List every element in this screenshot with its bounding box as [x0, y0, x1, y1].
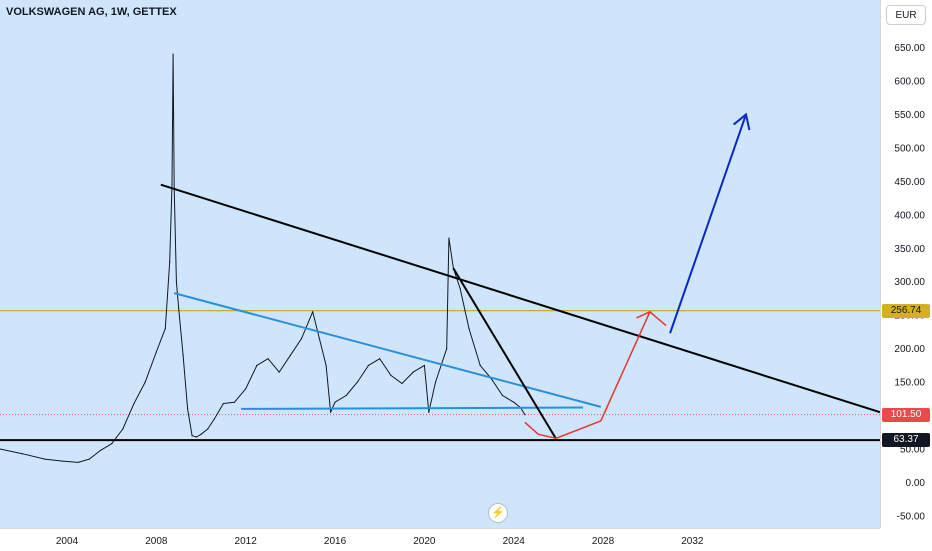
price-tick-label: 650.00: [894, 43, 925, 54]
price-point: [171, 184, 173, 186]
trendline-0[interactable]: [160, 183, 880, 414]
price-point: [191, 435, 193, 437]
price-point: [325, 364, 327, 366]
price-point: [367, 364, 370, 366]
projection-path-red[interactable]: [524, 311, 667, 440]
trendline-3[interactable]: [452, 267, 557, 440]
price-point: [318, 338, 320, 340]
price-point: [278, 371, 280, 373]
price-tick-label: 600.00: [894, 76, 925, 87]
time-tick-label: 2020: [413, 536, 436, 547]
price-point: [459, 287, 461, 290]
price-point: [172, 53, 174, 55]
price-point: [233, 401, 236, 403]
price-point: [390, 374, 392, 377]
price-axis[interactable]: 700.00650.00600.00550.00500.00450.00400.…: [880, 0, 932, 528]
price-point: [345, 394, 347, 397]
price-point: [178, 307, 180, 310]
price-point: [164, 327, 166, 330]
price-tick-label: 0.00: [906, 478, 926, 489]
price-point: [175, 281, 178, 283]
price-point: [21, 453, 23, 455]
price-tick-label: 200.00: [894, 344, 925, 355]
time-tick-label: 2032: [681, 536, 704, 547]
price-point: [88, 458, 90, 460]
price-label-badge: 101.50: [882, 407, 930, 422]
time-tick-label: 2016: [324, 536, 347, 547]
price-point: [412, 371, 414, 373]
price-label-badge: 256.74: [882, 303, 930, 318]
price-point: [61, 460, 64, 462]
price-tick-label: 400.00: [894, 210, 925, 221]
price-point: [524, 413, 526, 416]
tradingview-logo-icon[interactable]: ⚡: [488, 503, 508, 523]
price-point: [300, 338, 303, 340]
time-tick-label: 2008: [145, 536, 168, 547]
price-point: [329, 411, 332, 413]
chart-canvas[interactable]: [0, 0, 880, 528]
currency-button[interactable]: EUR: [886, 5, 926, 25]
chart-plot-area[interactable]: [0, 0, 880, 528]
price-tick-label: 550.00: [894, 110, 925, 121]
price-label-badge: 63.37: [882, 433, 930, 448]
price-tick-label: 300.00: [894, 277, 925, 288]
price-tick-label: 500.00: [894, 143, 925, 154]
price-point: [289, 354, 291, 356]
projection-arrow-blue[interactable]: [669, 114, 747, 334]
price-axis-canvas: 700.00650.00600.00550.00500.00450.00400.…: [894, 10, 926, 523]
price-point: [182, 354, 184, 356]
price-point: [200, 433, 202, 435]
price-series-line: [0, 53, 526, 463]
price-point: [169, 261, 171, 263]
chart-title: VOLKSWAGEN AG, 1W, GETTEX: [6, 6, 177, 18]
price-point: [44, 458, 46, 460]
price-point: [468, 327, 470, 330]
time-tick-label: 2024: [503, 536, 526, 547]
price-point: [334, 401, 336, 403]
price-point: [144, 381, 146, 383]
price-point: [245, 388, 247, 390]
price-point: [222, 402, 224, 405]
price-point: [379, 358, 381, 360]
price-tick-label: 350.00: [894, 244, 925, 255]
price-point: [428, 411, 430, 413]
price-point: [77, 461, 79, 464]
price-point: [155, 351, 157, 353]
price-point: [256, 364, 258, 366]
axis-corner: [880, 528, 932, 550]
price-point: [213, 418, 216, 420]
price-point: [479, 364, 481, 366]
price-point: [401, 382, 403, 385]
price-point: [446, 348, 448, 350]
price-tick-label: 50.00: [900, 445, 925, 456]
trendline-1[interactable]: [173, 292, 602, 408]
time-tick-label: 2004: [56, 536, 79, 547]
price-tick-label: 450.00: [894, 177, 925, 188]
price-point: [501, 394, 504, 397]
price-point: [195, 436, 198, 438]
price-point: [207, 428, 209, 430]
price-point: [434, 381, 437, 383]
arrow-head-icon: [732, 112, 751, 131]
price-point: [513, 401, 515, 403]
price-point: [448, 237, 450, 239]
price-point: [133, 402, 135, 405]
price-point: [423, 364, 425, 366]
price-point: [122, 428, 124, 430]
time-axis[interactable]: 2004 2008 2012 2016 2020 2024 2028 2032: [0, 528, 880, 551]
price-point: [187, 408, 189, 410]
price-point: [267, 358, 269, 360]
price-tick-label: 150.00: [894, 378, 925, 389]
trendline-2[interactable]: [241, 406, 583, 410]
price-point: [0, 448, 1, 450]
price-point: [356, 381, 358, 383]
price-point: [312, 311, 314, 313]
time-tick-label: 2028: [592, 536, 615, 547]
time-tick-label: 2012: [235, 536, 258, 547]
time-axis-canvas: 2004 2008 2012 2016 2020 2024 2028 2032: [56, 536, 704, 547]
price-point: [99, 449, 102, 451]
price-point: [111, 443, 113, 445]
price-tick-label: -50.00: [897, 511, 926, 522]
